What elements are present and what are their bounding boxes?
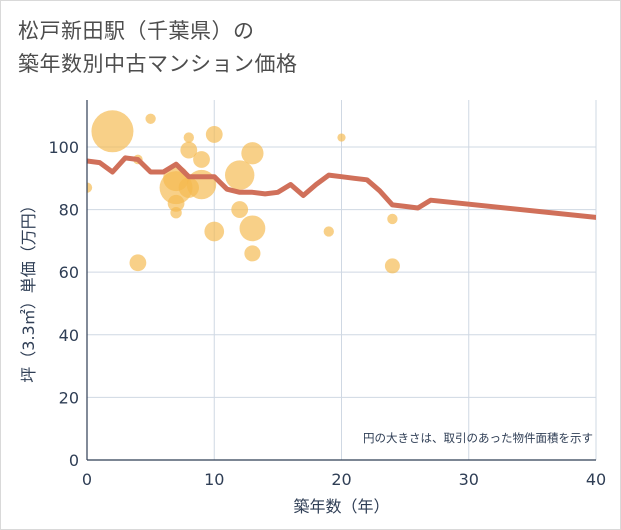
x-tick-label: 40 — [586, 470, 606, 489]
bubble-point — [183, 132, 194, 143]
bubble-point — [337, 133, 346, 142]
y-axis-title: 坪（3.3㎡）単価（万円） — [19, 197, 38, 382]
bubble-series — [87, 110, 400, 274]
chart-title-line-1: 松戸新田駅（千葉県）の — [18, 19, 255, 43]
bubble-point — [167, 194, 185, 212]
bubble-point — [231, 201, 249, 218]
bubble-point — [170, 206, 182, 219]
y-tick-label: 20 — [59, 388, 79, 407]
x-tick-label: 30 — [459, 470, 479, 489]
y-tick-label: 40 — [59, 326, 79, 345]
chart-title: 松戸新田駅（千葉県）の 築年数別中古マンション価格 — [18, 15, 298, 81]
x-tick-label: 0 — [82, 470, 92, 489]
bubble-point — [387, 213, 398, 225]
bubble-point — [384, 258, 400, 274]
bubble-point — [193, 151, 210, 168]
axes: 0 10 20 30 40 0 20 40 60 80 100 — [48, 100, 606, 489]
bubble-size-note: 円の大きさは、取引のあった物件面積を示す — [363, 431, 593, 445]
grid-lines — [87, 100, 597, 460]
bubble-point — [205, 126, 223, 143]
bubble-point — [129, 254, 147, 272]
x-axis-title: 築年数（年） — [293, 497, 389, 516]
bubble-point — [241, 142, 264, 165]
y-tick-label: 80 — [59, 201, 79, 220]
bubble-point — [239, 215, 266, 242]
x-tick-label: 20 — [331, 470, 351, 489]
bubble-point — [244, 245, 261, 262]
bubble-point — [323, 226, 334, 237]
bubble-point — [225, 160, 255, 190]
bubble-point — [145, 113, 156, 124]
y-tick-label: 60 — [59, 263, 79, 282]
x-tick-label: 10 — [204, 470, 224, 489]
chart-title-line-2: 築年数別中古マンション価格 — [18, 52, 298, 76]
average-line-series — [87, 155, 596, 220]
bubble-point — [91, 110, 134, 153]
average-price-line — [87, 155, 596, 220]
bubble-point — [180, 141, 198, 159]
y-tick-label: 0 — [69, 451, 79, 470]
bubble-point — [204, 221, 225, 242]
y-tick-label: 100 — [48, 138, 79, 157]
bubble-point — [87, 182, 93, 193]
